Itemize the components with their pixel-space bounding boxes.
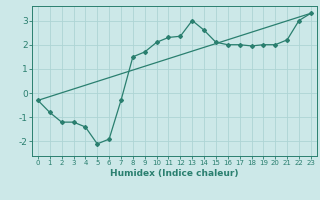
X-axis label: Humidex (Indice chaleur): Humidex (Indice chaleur) (110, 169, 239, 178)
